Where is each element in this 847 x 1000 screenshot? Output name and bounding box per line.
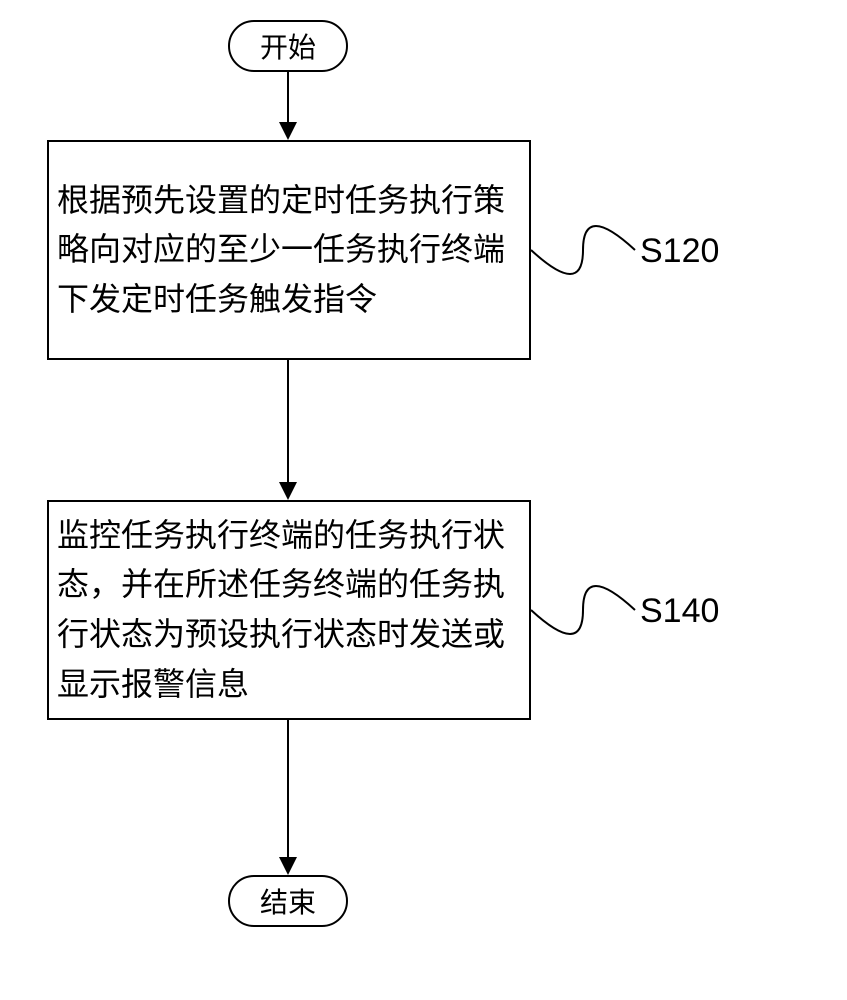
end-node: 结束	[228, 875, 348, 927]
connector-s140	[531, 562, 641, 658]
edge-s140-end-head	[279, 857, 297, 875]
process-s140-text: 监控任务执行终端的任务执行状态，并在所述任务终端的任务执行状态为预设执行状态时发…	[49, 511, 529, 709]
process-s140: 监控任务执行终端的任务执行状态，并在所述任务终端的任务执行状态为预设执行状态时发…	[47, 500, 531, 720]
end-label: 结束	[260, 881, 316, 921]
start-label: 开始	[260, 26, 316, 66]
edge-s140-end	[287, 720, 289, 857]
edge-start-s120	[287, 72, 289, 122]
start-node: 开始	[228, 20, 348, 72]
edge-start-s120-head	[279, 122, 297, 140]
process-s120-text: 根据预先设置的定时任务执行策略向对应的至少一任务执行终端下发定时任务触发指令	[49, 176, 529, 325]
connector-s120	[531, 202, 641, 298]
label-s140: S140	[640, 592, 719, 631]
label-s120: S120	[640, 232, 719, 271]
edge-s120-s140-head	[279, 482, 297, 500]
process-s120: 根据预先设置的定时任务执行策略向对应的至少一任务执行终端下发定时任务触发指令	[47, 140, 531, 360]
edge-s120-s140	[287, 360, 289, 482]
flowchart-canvas: 开始 根据预先设置的定时任务执行策略向对应的至少一任务执行终端下发定时任务触发指…	[0, 0, 847, 1000]
